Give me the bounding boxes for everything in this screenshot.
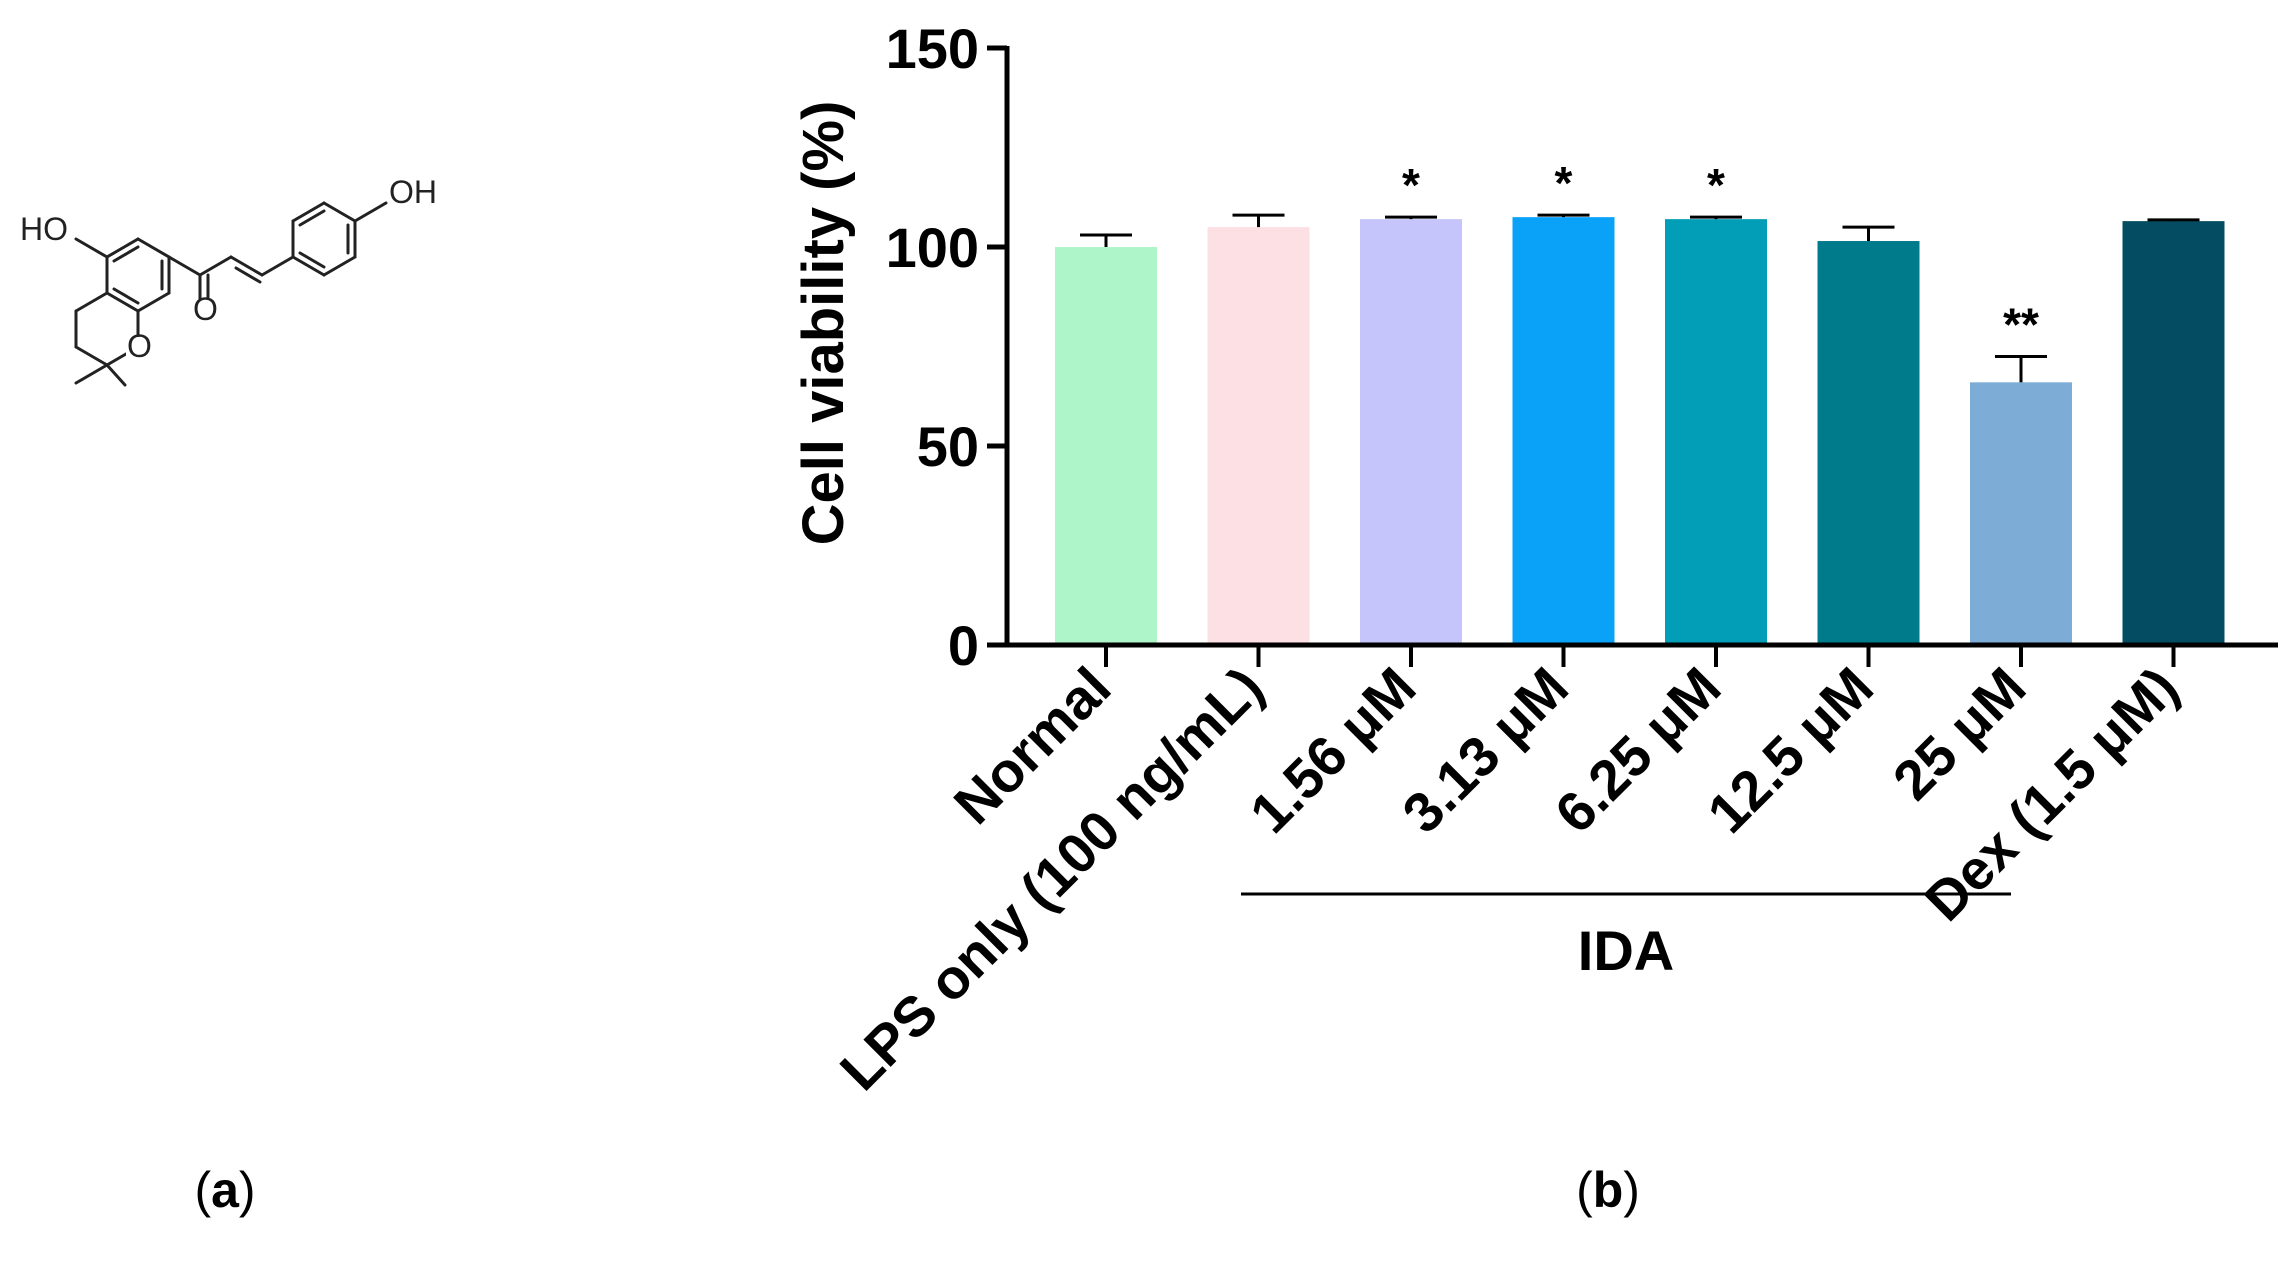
bar-4	[1512, 217, 1615, 645]
group-label: IDA	[1578, 919, 1674, 982]
molecule-structure	[74, 201, 388, 387]
significance-marker-5: *	[1707, 159, 1725, 211]
molecule-ho-label: HO	[20, 211, 68, 247]
y-tick-label-1: 0	[948, 614, 979, 677]
x-tick-label-3: 1.56 μM	[1238, 655, 1428, 845]
molecule-oh-label: OH	[389, 174, 437, 210]
y-tick-label-3: 100	[886, 216, 979, 279]
panel-b-close-paren: )	[1623, 1162, 1640, 1218]
panel-a-letter: a	[211, 1162, 240, 1218]
bar-2	[1207, 227, 1310, 645]
bar-1	[1055, 247, 1157, 645]
bar-7	[1970, 382, 2072, 645]
bar-3	[1360, 219, 1462, 645]
x-tick-label-6: 12.5 μM	[1695, 655, 1885, 845]
panel-b-open-paren: (	[1576, 1162, 1593, 1218]
x-tick-label-5: 6.25 μM	[1543, 655, 1733, 845]
panel-a-close-paren: )	[239, 1162, 256, 1218]
x-tick-label-4: 3.13 μM	[1390, 655, 1580, 845]
panel-b-label: (b)	[1576, 1162, 1640, 1218]
carbonyl-oxygen-mask	[189, 300, 219, 326]
significance-marker-7: **	[2003, 298, 2039, 350]
y-tick-label-2: 50	[917, 415, 979, 478]
y-axis-title: Cell viability (%)	[791, 101, 856, 546]
ring-oxygen-mask	[126, 337, 152, 359]
bar-5	[1665, 219, 1767, 645]
y-tick-label-4: 150	[886, 17, 979, 80]
molecule-ring-o-label: O	[127, 328, 152, 364]
panel-b-letter: b	[1593, 1162, 1624, 1218]
panel-a-label: (a)	[194, 1162, 255, 1218]
significance-marker-4: *	[1555, 157, 1573, 209]
bar-6	[1817, 241, 1920, 645]
molecule-carbonyl-o-label: O	[193, 291, 218, 327]
bar-8	[2122, 221, 2225, 645]
significance-marker-3: *	[1402, 159, 1420, 211]
panel-a-open-paren: (	[194, 1162, 211, 1218]
